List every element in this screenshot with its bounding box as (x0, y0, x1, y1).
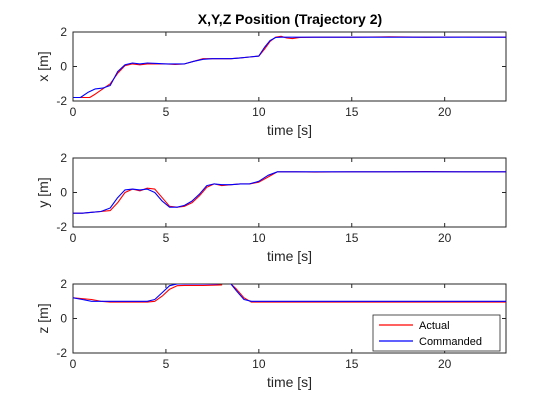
y-tick-label: -2 (56, 346, 67, 360)
series-group (73, 35, 506, 99)
x-tick-label: 10 (252, 357, 266, 371)
x-tick-label: 15 (345, 357, 359, 371)
x-tick-label: 0 (70, 357, 77, 371)
series-line-actual (73, 284, 506, 303)
figure-title: X,Y,Z Position (Trajectory 2) (198, 11, 382, 27)
series-group (73, 170, 506, 214)
x-tick-label: 10 (252, 231, 266, 245)
y-axis-label: x [m] (35, 51, 51, 81)
y-tick-label: -2 (56, 94, 67, 108)
x-tick-label: 5 (163, 231, 170, 245)
y-tick-label: 0 (60, 60, 67, 74)
series-line-commanded (73, 284, 506, 302)
y-tick-label: 2 (60, 151, 67, 165)
series-group (73, 284, 506, 303)
x-tick-label: 20 (438, 231, 452, 245)
x-tick-label: 0 (70, 231, 77, 245)
y-tick-label: -2 (56, 220, 67, 234)
axes-box (72, 31, 507, 102)
legend: Actual Commanded (372, 314, 501, 352)
y-tick-label: 2 (60, 25, 67, 39)
x-tick-label: 20 (438, 105, 452, 119)
x-tick-label: 15 (345, 231, 359, 245)
x-tick-label: 0 (70, 105, 77, 119)
x-tick-label: 5 (163, 105, 170, 119)
x-tick-label: 5 (163, 357, 170, 371)
x-axis-label: time [s] (267, 374, 312, 390)
x-tick-label: 10 (252, 105, 266, 119)
series-line-commanded (73, 171, 506, 214)
legend-box (372, 314, 501, 352)
y-tick-label: 0 (60, 312, 67, 326)
legend-label-commanded: Commanded (419, 336, 482, 348)
series-line-commanded (73, 36, 506, 99)
y-tick-label: 0 (60, 186, 67, 200)
x-tick-label: 20 (438, 357, 452, 371)
legend-label-actual: Actual (419, 320, 450, 332)
y-axis-label: y [m] (35, 177, 51, 207)
x-axis-label: time [s] (267, 248, 312, 264)
y-axis-label: z [m] (35, 303, 51, 333)
y-tick-label: 2 (60, 277, 67, 291)
axes-box (72, 157, 507, 228)
x-tick-label: 15 (345, 105, 359, 119)
x-axis-label: time [s] (267, 122, 312, 138)
